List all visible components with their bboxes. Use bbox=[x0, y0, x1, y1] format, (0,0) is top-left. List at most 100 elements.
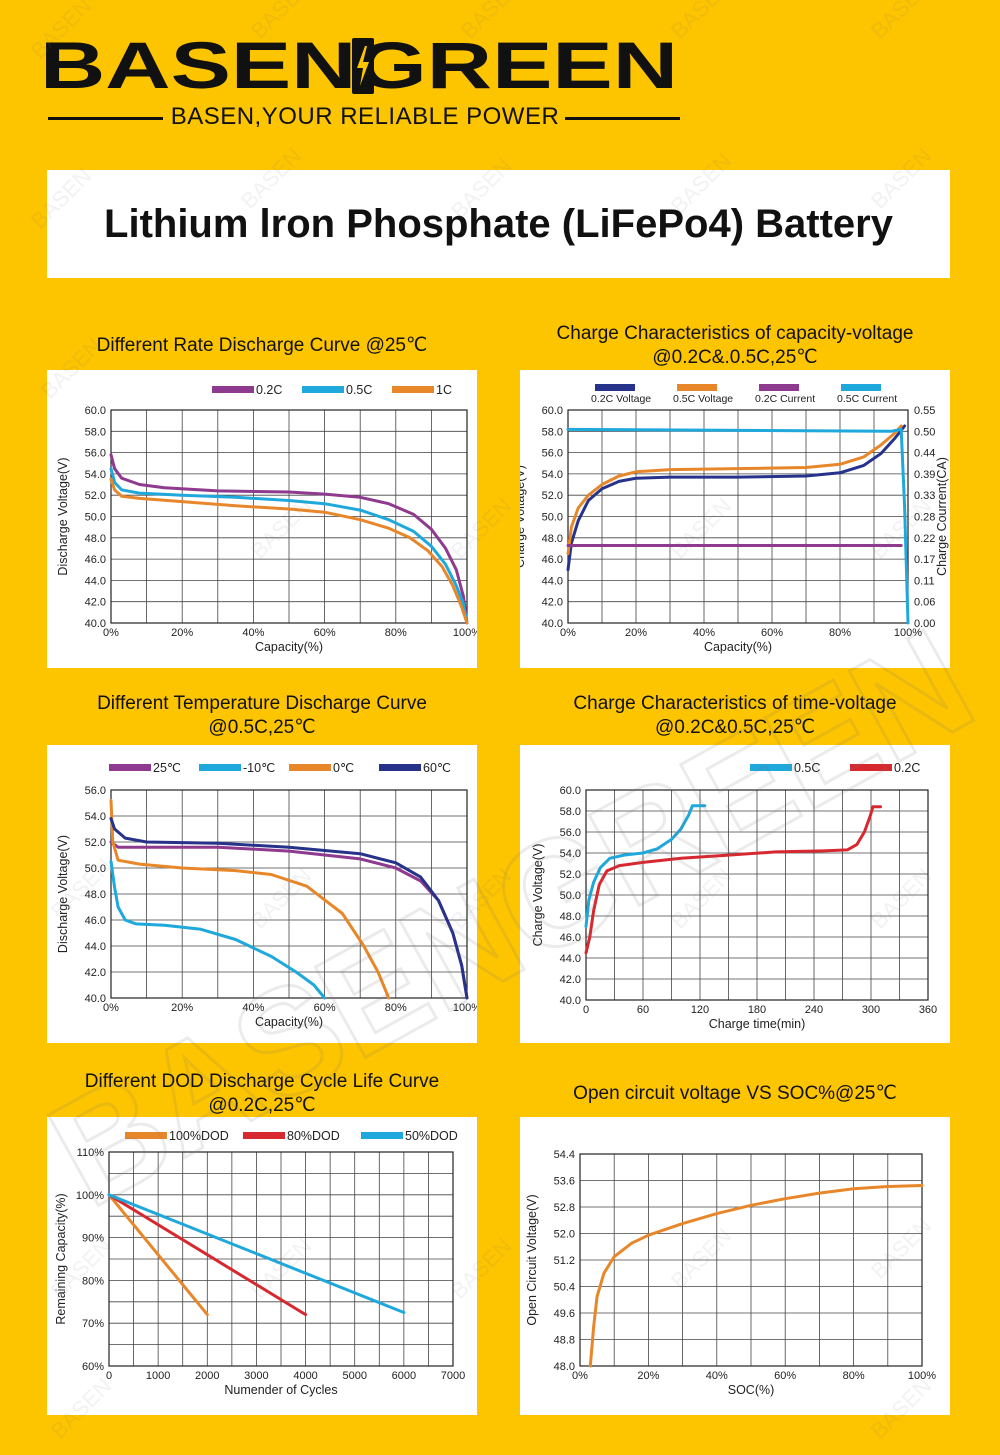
series-line-OCV bbox=[588, 1184, 924, 1368]
x-tick-label: 0% bbox=[560, 627, 576, 639]
legend-swatch bbox=[759, 384, 799, 391]
y-tick-label: 60.0 bbox=[85, 405, 106, 417]
x-tick-label: 60% bbox=[761, 627, 783, 639]
legend-label: 0℃ bbox=[333, 761, 354, 775]
y-tick-label: 52.0 bbox=[85, 837, 106, 849]
x-tick-label: 0% bbox=[103, 627, 119, 639]
legend-label: -10℃ bbox=[243, 761, 275, 775]
y2-tick-label: 0.39 bbox=[914, 469, 935, 481]
y-tick-label: 40.0 bbox=[560, 995, 581, 1007]
legend-label: 0.2C bbox=[894, 761, 920, 775]
legend-swatch bbox=[750, 764, 792, 771]
x-tick-label: 80% bbox=[829, 627, 851, 639]
title-banner: Lithium lron Phosphate (LiFePo4) Battery bbox=[47, 170, 950, 278]
y-tick-label: 52.0 bbox=[542, 490, 563, 502]
y-tick-label: 54.0 bbox=[85, 469, 106, 481]
y-tick-label: 46.0 bbox=[542, 554, 563, 566]
y-tick-label: 40.0 bbox=[85, 993, 106, 1005]
x-tick-label: 7000 bbox=[441, 1370, 465, 1382]
series-line-0.5C bbox=[109, 467, 469, 625]
series-line--10℃ bbox=[109, 860, 327, 1000]
x-tick-label: 80% bbox=[385, 627, 407, 639]
y-tick-label: 50.0 bbox=[560, 890, 581, 902]
x-tick-label: 100% bbox=[894, 627, 922, 639]
x-tick-label: 40% bbox=[693, 627, 715, 639]
tagline-rule-left bbox=[48, 117, 163, 120]
x-tick-label: 20% bbox=[625, 627, 647, 639]
y-tick-label: 44.0 bbox=[542, 575, 563, 587]
x-tick-label: 0 bbox=[106, 1370, 112, 1382]
y2-tick-label: 0.44 bbox=[914, 448, 935, 460]
plot-frame bbox=[110, 789, 468, 999]
y-tick-label: 46.0 bbox=[85, 915, 106, 927]
y-axis-label: Discharge Voltage(V) bbox=[56, 835, 70, 953]
chart-charge-time: 40.0 42.0 44.0 46.0 48.0 50.0 52.0 54.0 56.0 58.0… bbox=[531, 761, 937, 1031]
legend-label: 25℃ bbox=[153, 761, 181, 775]
y-tick-label: 42.0 bbox=[85, 967, 106, 979]
x-tick-label: 60 bbox=[637, 1004, 649, 1016]
y-tick-label: 50.0 bbox=[542, 512, 563, 524]
y-tick-label: 42.0 bbox=[542, 597, 563, 609]
y-tick-label: 48.0 bbox=[554, 1361, 575, 1373]
y-tick-label: 70% bbox=[82, 1318, 104, 1330]
x-tick-label: 80% bbox=[385, 1002, 407, 1014]
x-axis-label: Numender of Cycles bbox=[224, 1383, 337, 1397]
chart-charge-capacity: 40.0 42.0 44.0 46.0 48.0 50.0 52.0 54.0 56.0 58.0… bbox=[520, 384, 949, 654]
x-tick-label: 100% bbox=[908, 1370, 936, 1382]
legend-swatch bbox=[379, 764, 421, 771]
chart-title-charge-capacity: Charge Characteristics of capacity-volta… bbox=[556, 323, 914, 368]
x-tick-label: 5000 bbox=[342, 1370, 366, 1382]
plot-frame bbox=[108, 1151, 454, 1367]
y-tick-label: 54.4 bbox=[554, 1149, 575, 1161]
chart-title-dod: Different DOD Discharge Cycle Life Curve… bbox=[84, 1071, 440, 1116]
x-axis-label: Capacity(%) bbox=[255, 640, 323, 654]
chart-panel-dod: 60% 70% 80% 90% 100% 110% 0 1000 2000 3000 4000 500… bbox=[47, 1117, 477, 1415]
brand-logo: BASENGREEN bbox=[40, 30, 678, 100]
x-tick-label: 1000 bbox=[146, 1370, 170, 1382]
y2-tick-label: 0.06 bbox=[914, 597, 935, 609]
chart-panel-ocv-soc: 48.0 48.8 49.6 50.4 51.2 52.0 52.8 53.6 54.4 0% 20… bbox=[520, 1117, 950, 1415]
legend-label: 0.2C bbox=[256, 383, 282, 397]
series-line-0.5C bbox=[584, 804, 707, 928]
x-axis-label: Capacity(%) bbox=[255, 1015, 323, 1029]
y-tick-label: 48.0 bbox=[85, 889, 106, 901]
y-axis-label: Charge Voltage(V) bbox=[520, 465, 527, 568]
x-tick-label: 0 bbox=[583, 1004, 589, 1016]
y-axis-label: Open Circuit Voltage(V) bbox=[525, 1194, 539, 1325]
y2-tick-label: 0.00 bbox=[914, 618, 935, 630]
y-tick-label: 50.0 bbox=[85, 863, 106, 875]
x-tick-label: 40% bbox=[242, 627, 264, 639]
chart-title-rate: Different Rate Discharge Curve @25℃ bbox=[96, 335, 428, 356]
x-tick-label: 40% bbox=[706, 1370, 728, 1382]
legend-label: 0.5C bbox=[794, 761, 820, 775]
gridlines bbox=[585, 789, 929, 1001]
y-tick-label: 50.4 bbox=[554, 1282, 575, 1294]
legend-swatch bbox=[850, 764, 892, 771]
y-tick-label: 56.0 bbox=[560, 827, 581, 839]
legend-swatch bbox=[361, 1132, 403, 1139]
x-tick-label: 20% bbox=[171, 1002, 193, 1014]
y-tick-label: 52.0 bbox=[560, 869, 581, 881]
x-tick-label: 2000 bbox=[195, 1370, 219, 1382]
legend-swatch bbox=[212, 386, 254, 393]
x-tick-label: 100% bbox=[453, 627, 477, 639]
legend-label: 100%DOD bbox=[169, 1129, 229, 1143]
series-line-80%DOD bbox=[107, 1193, 308, 1317]
x-axis-label: Capacity(%) bbox=[704, 640, 772, 654]
x-tick-label: 6000 bbox=[392, 1370, 416, 1382]
y-tick-label: 60.0 bbox=[560, 785, 581, 797]
x-tick-label: 120 bbox=[691, 1004, 709, 1016]
legend-swatch bbox=[302, 386, 344, 393]
y-axis-label: Remaining Capacity(%) bbox=[54, 1193, 68, 1324]
gridlines bbox=[110, 409, 468, 624]
plot-frame bbox=[567, 409, 909, 624]
lightning-icon bbox=[352, 38, 374, 94]
x-tick-label: 20% bbox=[171, 627, 193, 639]
y2-tick-label: 0.17 bbox=[914, 554, 935, 566]
plot-frame bbox=[585, 789, 929, 1001]
y-tick-label: 54.0 bbox=[560, 848, 581, 860]
x-tick-label: 60% bbox=[314, 627, 336, 639]
y-tick-label: 48.8 bbox=[554, 1335, 575, 1347]
x-tick-label: 60% bbox=[314, 1002, 336, 1014]
y-tick-label: 54.0 bbox=[85, 811, 106, 823]
